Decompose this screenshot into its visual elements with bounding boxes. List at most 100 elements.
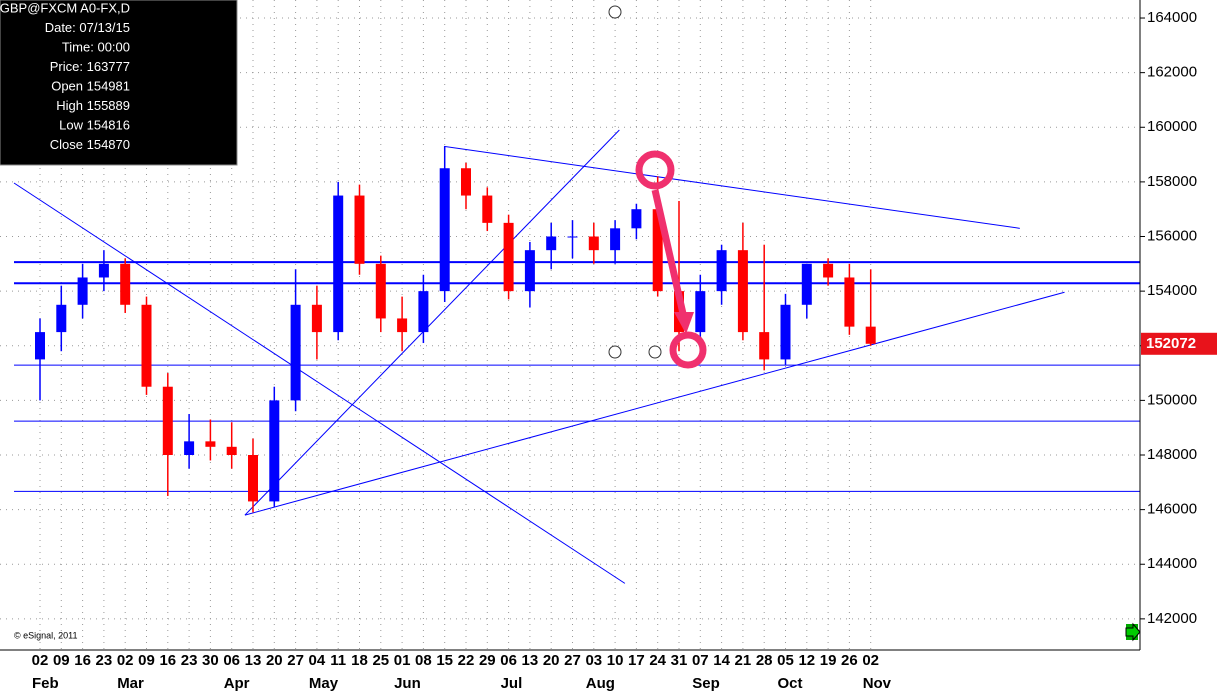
x-tick-label: 18: [351, 652, 368, 669]
info-line: Symbol: GBP@FXCM A0-FX,D: [0, 0, 130, 15]
month-label: Nov: [863, 675, 892, 692]
candle-body: [610, 228, 621, 251]
info-line: Close 154870: [50, 137, 130, 152]
x-tick-label: 24: [649, 652, 666, 669]
candle-body: [269, 400, 280, 502]
candle-body: [397, 318, 408, 333]
x-tick-label: 20: [543, 652, 560, 669]
nav-icon-arrow[interactable]: [1125, 622, 1141, 642]
candle-body: [375, 263, 386, 319]
info-line: Open 154981: [51, 78, 130, 93]
candle-body: [823, 263, 834, 278]
candle-body: [205, 441, 216, 447]
candle-body: [865, 326, 876, 344]
info-line: Date: 07/13/15: [45, 20, 130, 35]
y-tick-label: 164000: [1147, 9, 1197, 26]
candle-body: [35, 332, 45, 360]
x-tick-label: 13: [245, 652, 262, 669]
candle-body: [631, 209, 642, 229]
candle-body: [141, 304, 152, 387]
candle-body: [780, 304, 791, 360]
month-label: May: [309, 675, 339, 692]
info-line: High 155889: [56, 98, 130, 113]
x-tick-label: 14: [713, 652, 730, 669]
month-label: Jun: [394, 675, 421, 692]
x-tick-label: 06: [500, 652, 517, 669]
x-tick-label: 03: [585, 652, 602, 669]
candle-body: [482, 195, 493, 223]
month-label: Feb: [32, 675, 59, 692]
info-text: Symbol: GBP@FXCM A0-FX,D Date: 07/13/15 Ti…: [0, 0, 130, 152]
x-tick-label: 21: [735, 652, 752, 669]
trend-line: [443, 145, 1020, 229]
x-tick-label: 20: [266, 652, 283, 669]
annotation-arrow: [635, 150, 707, 369]
x-tick-label: 02: [862, 652, 879, 669]
x-tick-label: 08: [415, 652, 432, 669]
handle: [648, 345, 662, 359]
month-label: Sep: [692, 675, 720, 692]
handle: [608, 345, 622, 359]
x-tick-label: 17: [628, 652, 645, 669]
x-tick-label: 29: [479, 652, 496, 669]
trend-line: [13, 182, 626, 584]
x-tick-label: 27: [287, 652, 304, 669]
info-line: Time: 00:00: [62, 39, 130, 54]
x-tick-label: 13: [522, 652, 539, 669]
x-tick-label: 19: [820, 652, 837, 669]
last-price-label: 152072: [1146, 335, 1196, 352]
y-tick-label: 162000: [1147, 64, 1197, 81]
candle-body: [461, 168, 471, 196]
candle-body: [695, 291, 706, 333]
x-tick-label: 07: [692, 652, 709, 669]
handles: [608, 5, 662, 359]
info-line: Price: 163777: [50, 59, 130, 74]
month-label: Jul: [501, 675, 523, 692]
candle-body: [439, 168, 450, 292]
y-tick-label: 158000: [1147, 173, 1197, 190]
trend-line: [244, 129, 620, 516]
y-tick-label: 154000: [1147, 282, 1197, 299]
y-tick-label: 160000: [1147, 118, 1197, 135]
x-tick-label: 16: [74, 652, 91, 669]
x-tick-label: 27: [564, 652, 581, 669]
watermark: © eSignal, 2011: [14, 630, 78, 640]
candle-body: [737, 250, 748, 333]
candle-body: [98, 263, 109, 278]
x-tick-label: 12: [798, 652, 815, 669]
x-tick-label: 22: [458, 652, 475, 669]
info-line: Low 154816: [59, 117, 130, 132]
x-tick-label: 30: [202, 652, 219, 669]
x-tick-label: 23: [96, 652, 113, 669]
candle-body: [333, 195, 344, 333]
x-tick-label: 16: [159, 652, 176, 669]
nav-icon[interactable]: [1125, 622, 1141, 642]
x-tick-label: 09: [138, 652, 155, 669]
annotation-arrow-shaft: [651, 189, 688, 319]
candle-body: [56, 304, 67, 333]
month-label: Oct: [778, 675, 803, 692]
y-tick-label: 150000: [1147, 391, 1197, 408]
info-panel: [0, 0, 238, 166]
x-tick-label: 28: [756, 652, 773, 669]
y-tick-label: 144000: [1147, 555, 1197, 572]
month-label: Apr: [224, 675, 250, 692]
x-tick-label: 06: [223, 652, 240, 669]
candle-body: [120, 263, 131, 305]
y-tick-label: 156000: [1147, 227, 1197, 244]
candle-body: [248, 455, 258, 502]
candle-body: [844, 277, 855, 327]
x-tick-label: 26: [841, 652, 858, 669]
x-tick-label: 15: [436, 652, 453, 669]
candle-body: [290, 304, 301, 401]
last-price-box: [1141, 332, 1217, 355]
trend-line: [244, 291, 1065, 516]
candle-body: [226, 446, 237, 455]
x-tick-label: 23: [181, 652, 198, 669]
candle-body: [588, 236, 599, 251]
x-tick-label: 25: [372, 652, 389, 669]
x-tick-label: 09: [53, 652, 70, 669]
candle-body: [652, 209, 663, 292]
x-tick-label: 02: [117, 652, 134, 669]
